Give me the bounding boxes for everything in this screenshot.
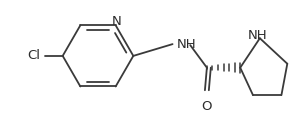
Text: NH: NH bbox=[176, 37, 196, 50]
Text: O: O bbox=[202, 99, 212, 112]
Text: N: N bbox=[112, 15, 121, 28]
Text: NH: NH bbox=[248, 29, 268, 42]
Text: Cl: Cl bbox=[27, 49, 40, 62]
